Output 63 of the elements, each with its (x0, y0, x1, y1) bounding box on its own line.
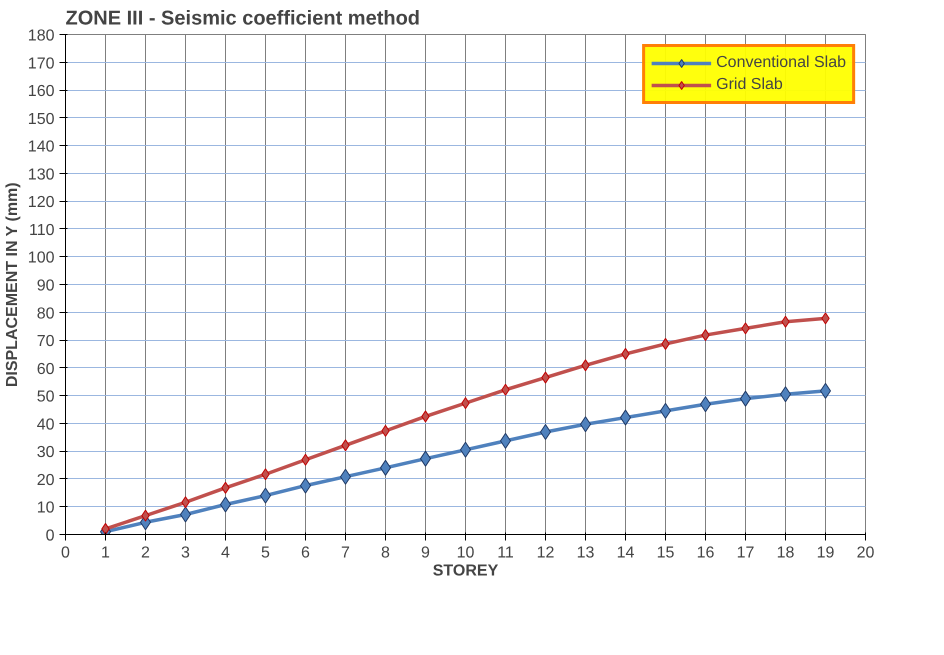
x-tick-label: 17 (736, 544, 754, 562)
point (581, 359, 590, 372)
x-tick-label: 16 (696, 544, 714, 562)
x-tick-label: 6 (301, 544, 310, 562)
x-tick-label: 4 (221, 544, 230, 562)
point (821, 312, 830, 324)
x-tick-label: 20 (856, 544, 874, 562)
x-tick-label: 11 (497, 544, 514, 562)
y-tick-label: 70 (36, 333, 55, 350)
chart-title: ZONE III - Seismic coefficient method (66, 8, 420, 30)
point (261, 468, 270, 480)
point (381, 424, 390, 437)
point (141, 510, 150, 522)
x-tick-label: 15 (656, 544, 674, 562)
y-tick-label: 170 (28, 55, 55, 72)
point (541, 372, 550, 384)
y-tick-label: 130 (28, 166, 55, 184)
point (301, 454, 310, 466)
x-tick-label: 7 (341, 544, 350, 562)
x-tick-label: 3 (181, 544, 190, 562)
y-tick-label: 90 (36, 278, 55, 294)
y-axis-title: DISPLACEMENT IN Y (mm) (4, 182, 21, 388)
x-tick-label: 9 (421, 544, 430, 562)
y-tick-label: 120 (28, 194, 55, 212)
point (741, 322, 750, 334)
x-tick-label: 1 (101, 544, 110, 562)
point (341, 439, 350, 452)
x-tick-label: 19 (816, 544, 834, 562)
x-tick-label: 2 (141, 544, 150, 562)
x-tick-label: 8 (381, 544, 390, 562)
y-tick-label: 30 (36, 444, 55, 462)
y-tick-label: 160 (28, 83, 55, 100)
y-tick-label: 100 (28, 250, 55, 267)
x-tick-label: 5 (261, 544, 270, 562)
legend-label: Grid Slab (716, 76, 783, 94)
y-tick-label: 0 (46, 528, 55, 544)
point (621, 348, 630, 360)
point (221, 482, 230, 494)
y-tick-label: 140 (28, 138, 55, 156)
x-tick-label: 14 (616, 544, 634, 562)
y-tick-label: 10 (36, 500, 55, 517)
y-tick-label: 110 (28, 222, 55, 239)
y-tick-label: 50 (36, 388, 55, 406)
point (461, 397, 470, 410)
y-tick-label: 180 (28, 28, 55, 44)
y-tick-label: 20 (36, 472, 55, 489)
x-tick-label: 0 (61, 544, 70, 562)
x-tick-label: 18 (776, 544, 794, 562)
x-tick-label: 12 (536, 544, 554, 562)
point (661, 338, 670, 350)
y-tick-label: 150 (28, 110, 55, 128)
x-tick-label: 13 (576, 544, 594, 562)
point (421, 410, 430, 422)
point (501, 384, 510, 396)
legend-label: Conventional Slab (716, 54, 846, 72)
x-axis-title: STOREY (432, 562, 499, 580)
point (781, 316, 790, 328)
point (181, 496, 190, 508)
y-tick-label: 60 (36, 360, 55, 378)
y-tick-label: 40 (36, 416, 55, 434)
x-tick-label: 10 (456, 544, 474, 562)
point (701, 329, 710, 342)
y-tick-label: 80 (36, 305, 55, 322)
